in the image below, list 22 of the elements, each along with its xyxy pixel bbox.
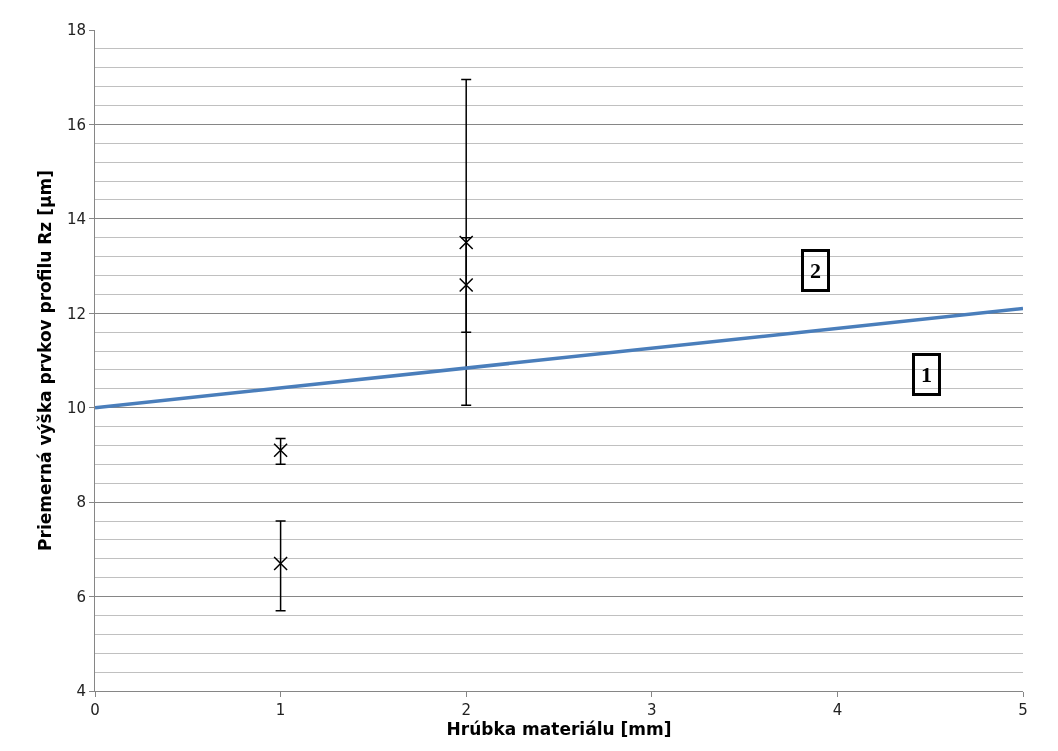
x-tick-label: 5 xyxy=(1018,701,1028,719)
y-tick-label: 8 xyxy=(76,493,86,512)
x-axis-title: Hrúbka materiálu [mm] xyxy=(446,719,672,739)
y-tick-label: 18 xyxy=(66,21,86,40)
y-tick-label: 12 xyxy=(66,304,86,323)
annotation: 1 xyxy=(921,362,932,387)
point xyxy=(458,277,474,293)
y-tick-label: 16 xyxy=(66,115,86,134)
x-tick-label: 2 xyxy=(461,701,471,719)
y-tick-label: 6 xyxy=(76,587,86,606)
annotation: 2 xyxy=(810,258,821,283)
x-tick-label: 0 xyxy=(90,701,100,719)
point xyxy=(458,235,474,250)
point xyxy=(273,556,288,571)
point xyxy=(273,442,288,458)
x-tick-label: 1 xyxy=(275,701,286,719)
y-axis-title: Priemerná výška prvkov profilu Rz [µm] xyxy=(35,170,56,551)
x-tick-label: 4 xyxy=(832,701,843,719)
y-tick-label: 4 xyxy=(76,682,86,701)
y-tick-label: 10 xyxy=(66,398,86,417)
x-tick-label: 3 xyxy=(647,701,657,719)
y-tick-label: 14 xyxy=(66,210,86,229)
